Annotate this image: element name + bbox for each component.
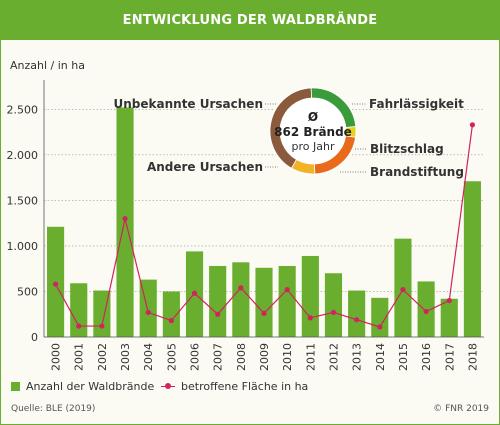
bar [209,265,227,337]
legend-bar-swatch [11,382,20,391]
x-tick-label: 2002 [96,343,109,371]
bar [232,262,250,337]
x-tick-label: 2003 [119,343,132,371]
donut-hole [280,98,346,164]
source-note: Quelle: BLE (2019) [11,404,96,414]
chart-title: ENTWICKLUNG DER WALDBRÄNDE [122,13,378,28]
x-tick-label: 2007 [212,343,225,371]
x-tick-label: 2018 [466,343,479,371]
line-point [145,309,151,316]
donut-label-blitzschlag: Blitzschlag [370,142,444,156]
donut-label-andere: Andere Ursachen [147,160,263,174]
bar [348,290,366,337]
y-tick-label: 2.500 [7,103,39,116]
line-point [446,297,452,304]
line-point [52,281,59,287]
x-tick-label: 2005 [165,343,178,371]
x-tick-label: 2013 [351,343,364,371]
line-point [354,317,360,323]
y-tick-label: 0 [31,331,38,344]
legend-item-line: betroffene Fläche in ha [161,380,308,393]
legend-item-bars: Anzahl der Waldbrände [11,380,154,393]
donut-label-unbekannt: Unbekannte Ursachen [114,97,263,111]
x-tick-label: 2008 [235,343,248,371]
legend-label-line: betroffene Fläche in ha [181,380,309,393]
donut-sub-label: pro Jahr [292,140,335,153]
line-point [76,323,82,329]
line-point [215,311,221,317]
donut-label-brandstiftung: Brandstiftung [370,165,464,179]
donut-value-label: 862 Brände [274,125,352,139]
bar [440,298,458,337]
donut-label-fahrlaessigkeit: Fahrlässigkeit [369,97,464,111]
line-point [307,315,313,321]
x-tick-label: 2016 [420,343,433,371]
legend-label-bars: Anzahl der Waldbrände [26,380,155,393]
bar [463,181,481,337]
bar [116,107,134,337]
x-tick-label: 2015 [397,343,410,371]
bar [93,290,111,337]
copyright-note: © FNR 2019 [433,404,489,414]
x-tick-label: 2011 [304,343,317,371]
chart-header: ENTWICKLUNG DER WALDBRÄNDE [1,1,499,40]
line-point [122,216,128,222]
x-tick-label: 2001 [73,343,86,371]
line-point [330,309,337,316]
legend-line-swatch [161,382,175,391]
x-tick-label: 2012 [327,343,340,371]
line-point [423,308,429,315]
line-point [238,285,244,291]
bar [278,265,296,337]
x-tick-label: 2004 [142,343,155,371]
bar [70,283,88,337]
legend: Anzahl der Waldbrände betroffene Fläche … [11,380,491,396]
line-point [284,287,290,293]
bar [371,297,389,337]
line-point [377,324,383,330]
x-tick-label: 2009 [258,343,271,371]
bar [301,255,319,337]
line-point [469,122,476,128]
y-axis-label: Anzahl / in ha [10,59,85,72]
line-point [99,323,105,329]
line-point [400,287,406,293]
line-point [191,290,198,296]
x-tick-label: 2000 [50,343,63,371]
y-tick-label: 2.000 [7,149,39,162]
y-tick-label: 500 [17,285,38,298]
y-tick-label: 1.500 [7,194,39,207]
line-point [261,310,267,316]
x-tick-label: 2010 [281,343,294,371]
line-point [168,318,174,324]
donut-symbol: Ø [308,110,318,124]
bar [324,273,343,337]
x-tick-label: 2006 [189,343,202,371]
y-tick-label: 1.000 [7,240,39,253]
x-tick-label: 2014 [374,343,387,371]
x-tick-label: 2017 [443,343,456,371]
bar [255,267,273,337]
bar [162,291,180,337]
